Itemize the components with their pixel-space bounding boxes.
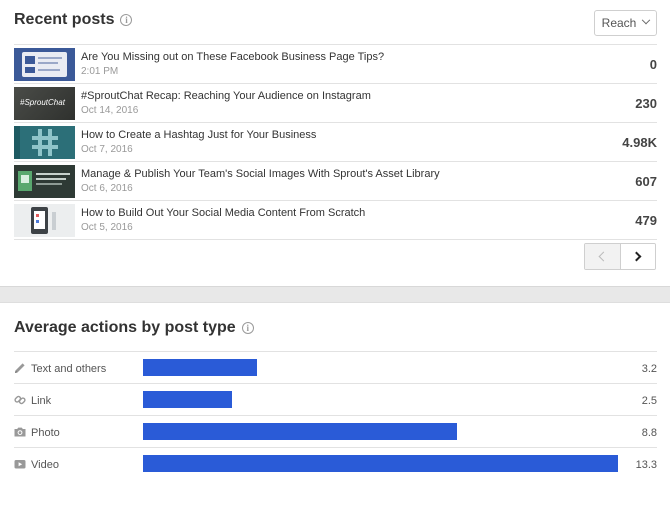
- chevron-down-icon: [642, 15, 651, 25]
- bar-track: [143, 391, 618, 408]
- post-type-label: Link: [31, 395, 52, 407]
- post-reach-value: 479: [635, 213, 657, 228]
- section-divider: [0, 286, 670, 303]
- sproutchat-thumb-text: #SproutChat: [20, 97, 65, 107]
- post-row[interactable]: Are You Missing out on These Facebook Bu…: [14, 45, 657, 84]
- average-actions-bar: [143, 391, 233, 408]
- post-list: Are You Missing out on These Facebook Bu…: [14, 44, 657, 240]
- post-type-label: Text and others: [31, 363, 107, 375]
- post-date: Oct 14, 2016: [81, 105, 139, 116]
- post-reach-value: 0: [649, 57, 657, 72]
- average-actions-value: 2.5: [641, 395, 657, 407]
- metric-dropdown-label: Reach: [601, 16, 637, 30]
- post-date: Oct 7, 2016: [81, 144, 133, 155]
- average-actions-title: Average actions by post type i: [14, 319, 254, 337]
- next-page-button[interactable]: [619, 244, 655, 269]
- post-date: Oct 6, 2016: [81, 183, 133, 194]
- average-actions-panel: Average actions by post type i Text and …: [0, 303, 670, 508]
- sproutchat-thumb: #SproutChat: [14, 86, 75, 120]
- info-icon[interactable]: i: [241, 322, 254, 334]
- post-type-row: Photo 8.8: [14, 416, 657, 448]
- bar-track: [143, 423, 618, 440]
- pagination: [584, 243, 656, 270]
- post-reach-value: 230: [635, 96, 657, 111]
- post-type-label: Photo: [31, 427, 60, 439]
- average-actions-bar: [143, 455, 618, 472]
- post-title[interactable]: Are You Missing out on These Facebook Bu…: [81, 51, 385, 63]
- content-scratch-thumb: [14, 203, 75, 237]
- post-type-label: Video: [31, 459, 59, 471]
- post-type-list: Text and others 3.2 Link 2.5: [14, 351, 657, 480]
- previous-page-button[interactable]: [585, 244, 620, 269]
- average-actions-value: 3.2: [641, 363, 657, 375]
- video-icon: [14, 460, 26, 469]
- chevron-left-icon: [598, 251, 609, 262]
- facebook-page-thumb: [14, 47, 75, 81]
- post-reach-value: 4.98K: [622, 135, 657, 150]
- post-title[interactable]: Manage & Publish Your Team's Social Imag…: [81, 168, 440, 180]
- post-type-row: Video 13.3: [14, 448, 657, 480]
- bar-track: [143, 359, 618, 376]
- pencil-icon: [15, 363, 25, 373]
- hashtag-thumb: [14, 125, 75, 159]
- post-row[interactable]: How to Create a Hashtag Just for Your Bu…: [14, 123, 657, 162]
- recent-posts-title-text: Recent posts: [14, 11, 115, 28]
- camera-icon: [14, 427, 26, 437]
- post-row[interactable]: Manage & Publish Your Team's Social Imag…: [14, 162, 657, 201]
- post-type-row: Text and others 3.2: [14, 352, 657, 384]
- link-icon: [14, 395, 26, 405]
- chevron-right-icon: [631, 251, 642, 262]
- post-reach-value: 607: [635, 174, 657, 189]
- bar-track: [143, 455, 618, 472]
- post-title[interactable]: #SproutChat Recap: Reaching Your Audienc…: [81, 90, 371, 102]
- post-type-row: Link 2.5: [14, 384, 657, 416]
- post-row[interactable]: How to Build Out Your Social Media Conte…: [14, 201, 657, 240]
- post-title[interactable]: How to Build Out Your Social Media Conte…: [81, 207, 366, 219]
- post-row[interactable]: #SproutChat #SproutChat Recap: Reaching …: [14, 84, 657, 123]
- post-title[interactable]: How to Create a Hashtag Just for Your Bu…: [81, 129, 317, 141]
- average-actions-value: 13.3: [635, 459, 657, 471]
- average-actions-value: 8.8: [641, 427, 657, 439]
- recent-posts-title: Recent posts i: [14, 11, 133, 29]
- asset-library-thumb: [14, 164, 75, 198]
- recent-posts-panel: Recent posts i Reach Are You Missing out…: [14, 10, 657, 270]
- post-date: Oct 5, 2016: [81, 222, 133, 233]
- post-date: 2:01 PM: [81, 66, 119, 77]
- average-actions-bar: [143, 359, 258, 376]
- info-icon[interactable]: i: [120, 14, 133, 26]
- average-actions-title-text: Average actions by post type: [14, 319, 236, 336]
- average-actions-bar: [143, 423, 458, 440]
- metric-dropdown[interactable]: Reach: [594, 10, 657, 36]
